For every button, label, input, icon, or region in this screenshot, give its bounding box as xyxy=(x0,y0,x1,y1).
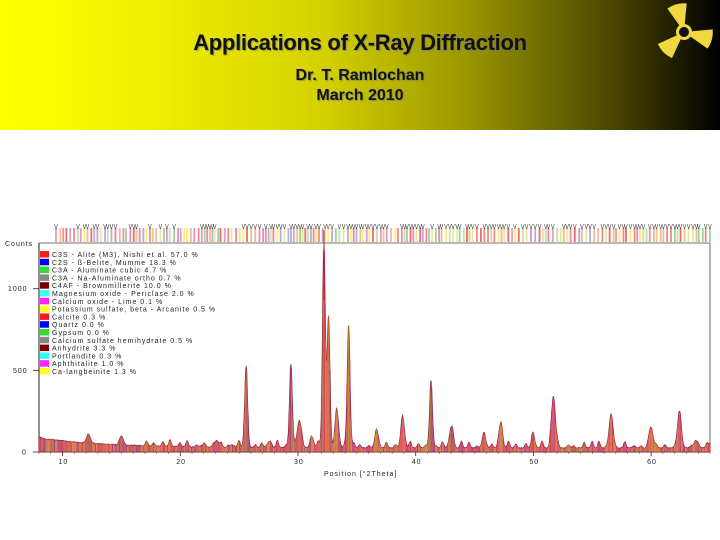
diffraction-pattern xyxy=(38,230,711,453)
legend-item: Anhydrite 3.3 % xyxy=(52,346,116,353)
legend-item: Quartz 0.0 % xyxy=(52,322,105,329)
legend-swatch xyxy=(40,290,49,297)
legend-swatch xyxy=(40,282,49,289)
phase-reference-stripes xyxy=(54,223,712,242)
legend-swatch xyxy=(40,321,49,328)
x-tick-label: 10 xyxy=(59,459,69,466)
title-banner: Applications of X-Ray Diffraction Dr. T.… xyxy=(0,0,720,130)
axis-ticks: 10 20 30 40 50 60 0 500 1000 xyxy=(8,286,711,466)
legend-item: C2S - ß-Belite, Mumme 18.3 % xyxy=(52,260,177,267)
legend-swatch xyxy=(40,305,49,313)
legend-swatch xyxy=(40,274,49,281)
legend-swatch xyxy=(40,329,49,336)
x-axis-label: Position [°2Theta] xyxy=(324,470,397,478)
legend-swatch xyxy=(40,266,49,274)
y-tick-label: 500 xyxy=(13,368,28,375)
legend-swatch xyxy=(40,368,49,375)
x-tick-label: 60 xyxy=(647,459,657,466)
legend-item: Calcium oxide - Lime 0.1 % xyxy=(52,299,163,306)
slide-title: Applications of X-Ray Diffraction xyxy=(193,30,527,55)
y-tick-label: 1000 xyxy=(8,286,28,293)
xrd-chart: 10 20 30 40 50 60 0 500 1000 Counts Position [°2… xyxy=(5,223,712,478)
radiation-trefoil-icon xyxy=(657,3,713,59)
author: Dr. T. Ramlochan xyxy=(295,67,425,84)
x-tick-label: 30 xyxy=(294,459,304,466)
legend-item: C3S - Alite (M3), Nishi et al. 57.0 % xyxy=(52,252,199,259)
legend-item: Calcite 0.3 % xyxy=(52,314,106,321)
legend-item: C3A - Na-Aluminate ortho 0.7 % xyxy=(52,275,182,282)
legend-item: Magnesium oxide - Periclase 2.0 % xyxy=(52,291,195,298)
date: March 2010 xyxy=(316,87,404,104)
legend-item: Ca-langbeinite 1.3 % xyxy=(52,369,137,376)
legend-item: Gypsum 0.0 % xyxy=(52,330,110,337)
legend-swatch xyxy=(40,251,49,258)
legend-item: Portlandite 0.3 % xyxy=(52,353,122,360)
y-tick-label: 0 xyxy=(22,450,27,457)
y-axis-label: Counts xyxy=(5,241,33,248)
legend-swatch xyxy=(40,344,49,352)
legend-item: Aphthitalite 1.0 % xyxy=(52,361,124,368)
legend-swatch xyxy=(40,297,49,305)
legend-swatch xyxy=(40,352,49,359)
x-tick-label: 40 xyxy=(412,459,422,466)
legend-swatch xyxy=(40,360,49,367)
legend-item: C4AF - Brownmillerite 10.0 % xyxy=(52,283,172,290)
legend-swatch xyxy=(40,313,49,320)
legend-item: C3A - Aluminate cubic 4.7 % xyxy=(52,268,167,275)
x-tick-label: 50 xyxy=(529,459,539,466)
legend-item: Potassium sulfate, beta - Arcanite 0.5 % xyxy=(52,307,216,314)
x-tick-label: 20 xyxy=(176,459,186,466)
legend-swatch xyxy=(40,336,49,344)
phase-legend: C3S - Alite (M3), Nishi et al. 57.0 %C2S… xyxy=(40,251,216,376)
legend-swatch xyxy=(40,258,49,266)
slide-subtitle: Dr. T. Ramlochan March 2010 xyxy=(0,66,720,106)
legend-item: Calcium sulfate hemihydrate 0.5 % xyxy=(52,338,193,345)
